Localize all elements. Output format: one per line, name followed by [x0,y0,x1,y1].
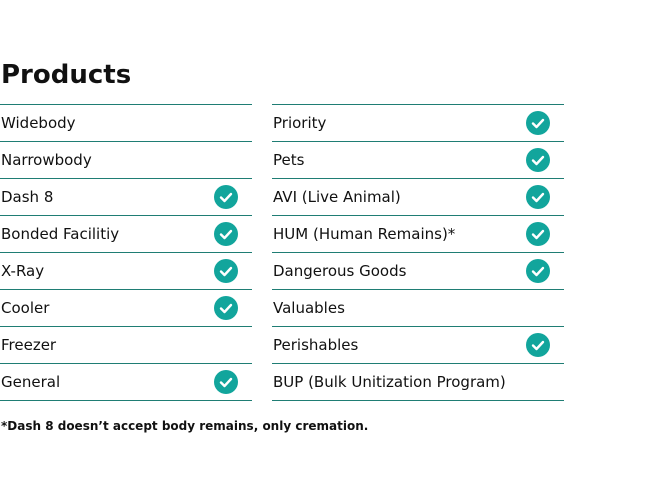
product-label: Valuables [273,299,345,317]
product-row: Narrowbody [0,142,252,179]
product-label: Bonded Facilitiy [1,225,120,243]
product-row: Widebody [0,105,252,142]
product-label: Freezer [1,336,57,354]
product-label: AVI (Live Animal) [273,188,401,206]
check-icon [214,259,238,283]
product-row: Pets [272,142,564,179]
product-label: HUM (Human Remains)* [273,225,456,243]
check-icon [214,370,238,394]
product-label: X-Ray [1,262,45,280]
product-row: AVI (Live Animal) [272,179,564,216]
product-label: Cooler [1,299,50,317]
column: Priority Pets AVI (Live Animal) HUM (Human … [272,104,564,401]
check-icon [526,222,550,246]
check-icon [526,259,550,283]
product-row: BUP (Bulk Unitization Program) [272,364,564,401]
check-icon [214,222,238,246]
product-row: Bonded Facilitiy [0,216,252,253]
product-label: BUP (Bulk Unitization Program) [273,373,506,391]
product-label: General [1,373,61,391]
product-label: Pets [273,151,305,169]
check-icon [214,296,238,320]
product-row: Dash 8 [0,179,252,216]
product-row: Valuables [272,290,564,327]
product-label: Widebody [1,114,76,132]
product-label: Dangerous Goods [273,262,407,280]
product-label: Dash 8 [1,188,54,206]
product-row: General [0,364,252,401]
check-icon [214,185,238,209]
product-row: Priority [272,105,564,142]
check-icon [526,111,550,135]
product-row: Perishables [272,327,564,364]
product-row: Dangerous Goods [272,253,564,290]
product-label: Priority [273,114,327,132]
product-label: Perishables [273,336,359,354]
check-icon [526,333,550,357]
title: Products [1,60,132,90]
check-icon [526,148,550,172]
column: Widebody Narrowbody Dash 8 Bonded Facilitiy… [0,104,252,401]
product-row: Cooler [0,290,252,327]
check-icon [526,185,550,209]
product-row: X-Ray [0,253,252,290]
footnote: *Dash 8 doesn’t accept body remains, onl… [1,419,369,433]
product-label: Narrowbody [1,151,92,169]
product-row: Freezer [0,327,252,364]
product-row: HUM (Human Remains)* [272,216,564,253]
